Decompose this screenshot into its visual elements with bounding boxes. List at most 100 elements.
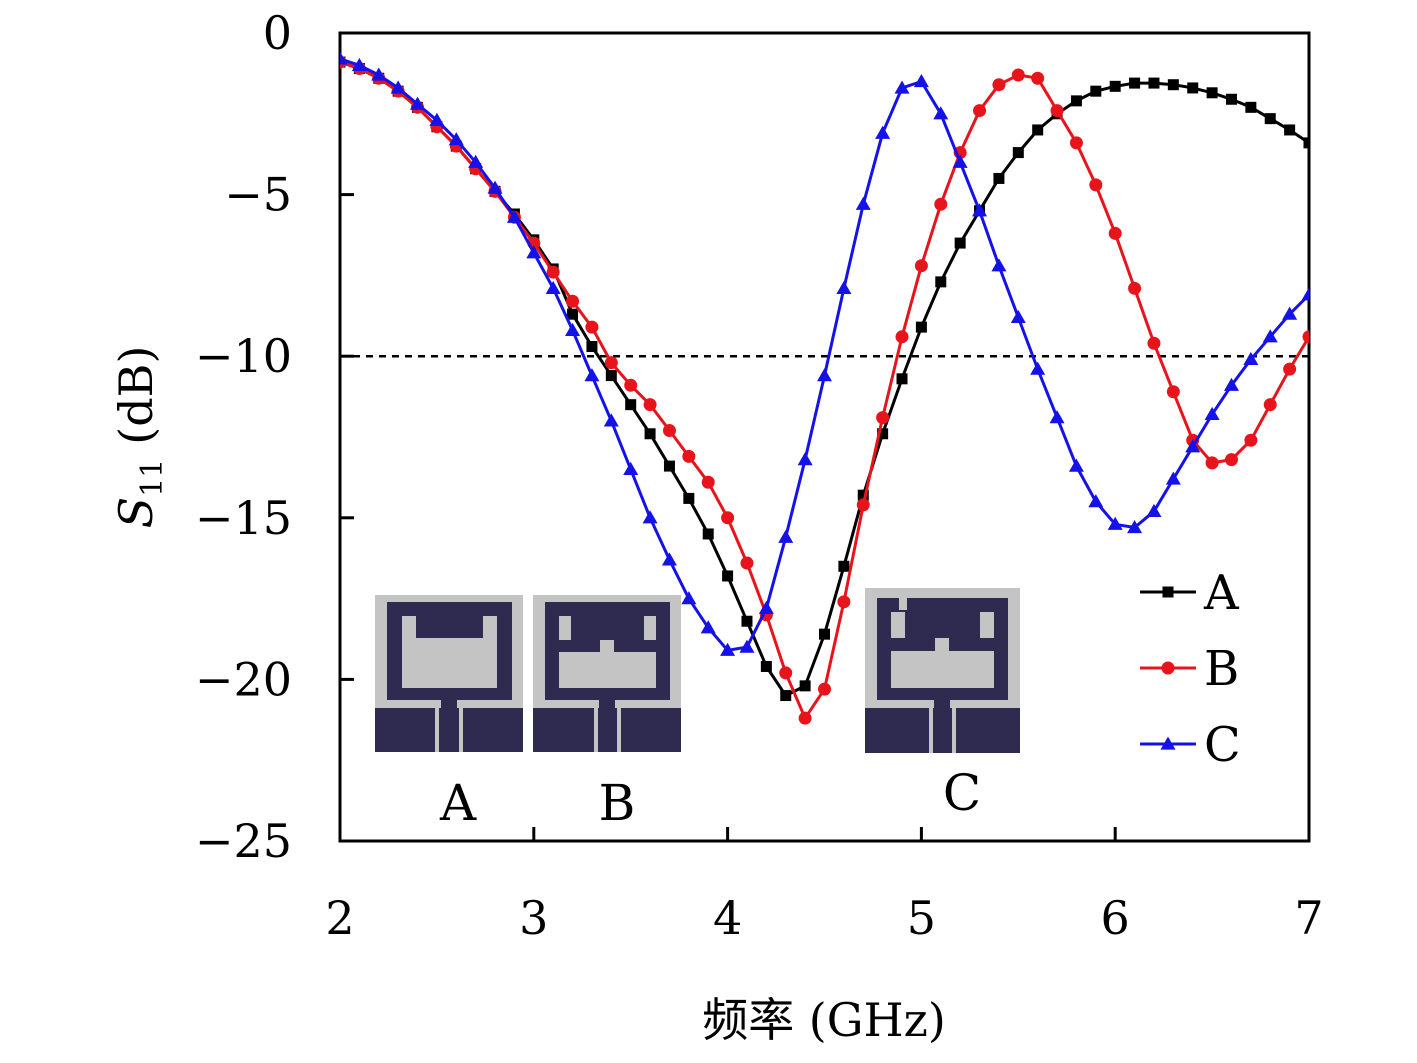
series-c-point [1030, 361, 1046, 375]
antenna-inset-b [533, 595, 681, 752]
inset-label-c: C [943, 764, 981, 822]
x-tick-label: 2 [325, 891, 354, 945]
series-c-point [952, 154, 968, 168]
series-b-point [624, 378, 638, 392]
series-a-point [877, 428, 889, 440]
x-tick-label: 3 [519, 891, 548, 945]
series-b-point [1205, 456, 1219, 470]
inset-label-a: A [439, 774, 477, 832]
inset-a-feed [441, 700, 457, 710]
legend-label-a: A [1203, 565, 1240, 621]
series-a-point [1225, 93, 1237, 105]
series-b-point [740, 556, 754, 570]
series-b-point [818, 682, 831, 696]
plot-frame [338, 31, 1311, 843]
legend-item-b: B [1140, 641, 1239, 697]
series-c-point [875, 125, 891, 139]
series-c-point [351, 57, 367, 71]
series-b-point [973, 104, 987, 118]
legend-label-c: C [1204, 717, 1241, 773]
legend-item-a: A [1140, 565, 1240, 621]
series-b-point [895, 330, 909, 344]
series-a-point [644, 428, 656, 440]
series-c-point [603, 413, 619, 427]
series-a-point [1206, 87, 1218, 99]
series-a-point [915, 321, 927, 333]
series-a-point [1129, 77, 1141, 89]
series-c-point [1107, 516, 1123, 530]
y-tick-label: −10 [195, 329, 292, 383]
legend-swatch-marker [1162, 586, 1174, 598]
series-b-point [682, 449, 696, 463]
series-a-point [683, 492, 695, 504]
x-tick-label: 5 [907, 891, 936, 945]
series-a-point [1167, 79, 1179, 91]
legend: ABC [1140, 565, 1241, 773]
series-c-point [390, 80, 406, 94]
series-b-point [1263, 398, 1277, 412]
series-b-point [662, 424, 676, 438]
legend-item-c: C [1140, 717, 1241, 773]
series-c-point [1165, 471, 1181, 485]
series-c-point [487, 180, 503, 194]
series-c [340, 51, 1309, 656]
series-b-point [914, 259, 928, 273]
series-c-point [797, 452, 813, 466]
series-c-point [972, 203, 988, 217]
inset-b-slot-right [617, 708, 621, 752]
series-c-point [836, 280, 852, 294]
series-c-point [1068, 458, 1084, 472]
series-a-point [819, 628, 830, 640]
series-b-point [1089, 178, 1103, 192]
series-b-point [1050, 104, 1064, 118]
y-tick-label: −5 [224, 168, 292, 222]
series-c-point [1262, 329, 1278, 343]
series-b-point [1128, 281, 1142, 295]
series-b-point [992, 78, 1006, 92]
series-c-point [1243, 351, 1259, 366]
series-b-point [701, 475, 715, 489]
series-c-point [1282, 306, 1298, 320]
series-a-point [760, 660, 772, 672]
series-a-point [1109, 80, 1121, 92]
series-a-point [1264, 113, 1276, 125]
series-c-point [913, 73, 929, 88]
series-a-point [780, 690, 792, 702]
inset-a-ground [375, 708, 523, 752]
y-tick-label: 0 [263, 6, 292, 60]
inset-a-slot-left [435, 708, 439, 752]
series-a-point [838, 560, 850, 572]
series-a-point [605, 370, 617, 382]
series-c-line [340, 57, 1309, 652]
series-c-point [565, 322, 581, 336]
y-axis-ticks: 0 −5 −10 −15 −20 −25 [195, 6, 354, 868]
series-c-point [448, 132, 464, 146]
inset-c-fork-slot [935, 638, 949, 651]
series-c-point [506, 209, 522, 223]
y-tick-label: −20 [195, 652, 292, 706]
series-b-point [546, 265, 560, 279]
inset-c-slot-left [929, 708, 933, 753]
series-a-point [1284, 124, 1296, 136]
series-b-point [876, 411, 890, 425]
series-c-point [933, 106, 949, 120]
series-c-point [1146, 503, 1162, 517]
inset-a-patch [387, 602, 512, 700]
series-c-point [623, 461, 639, 475]
series-c-point [340, 51, 348, 65]
series-b-point [1011, 68, 1025, 82]
series-c-point [1127, 519, 1143, 534]
series-a-point [586, 341, 598, 353]
series-a-point [993, 172, 1005, 184]
inset-label-b: B [599, 774, 636, 832]
inset-a-slot-right [459, 708, 463, 752]
antenna-inset-c [865, 588, 1020, 753]
series-c-point [855, 196, 871, 210]
legend-swatch-marker [1161, 661, 1175, 675]
series-a-point [1070, 95, 1082, 107]
inset-b-ground [533, 708, 681, 752]
y-axis-unit: (dB) [109, 346, 163, 445]
inset-c-slot-right [952, 708, 956, 753]
legend-label-b: B [1204, 641, 1239, 697]
inset-b-slot-left [594, 708, 598, 752]
